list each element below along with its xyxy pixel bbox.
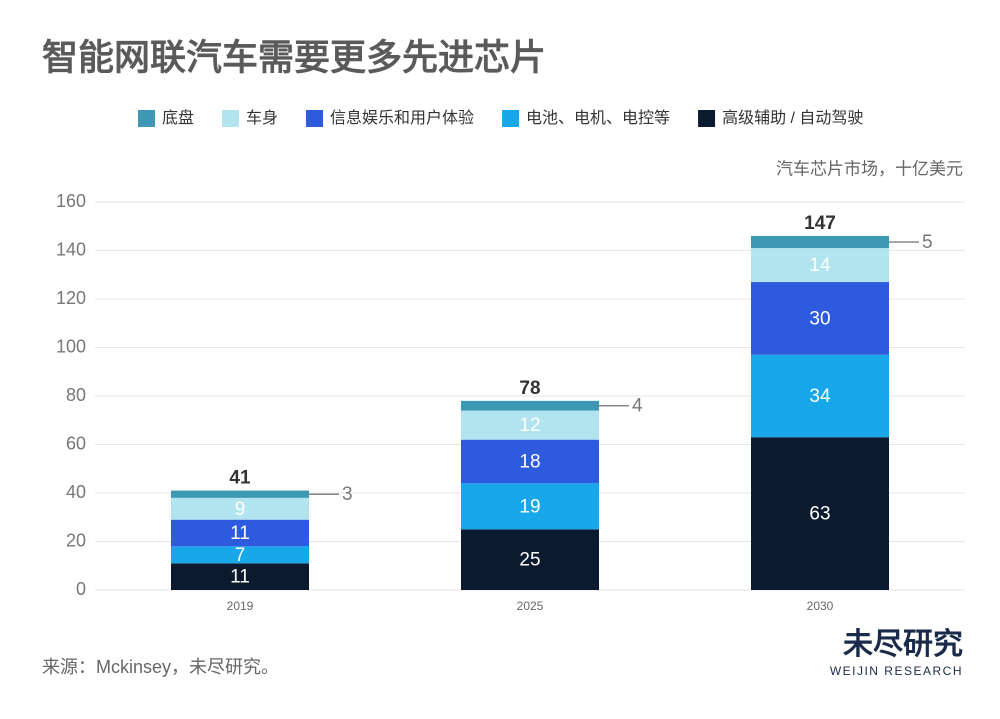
x-tick-label: 2019 bbox=[227, 599, 254, 613]
legend-label: 底盘 bbox=[162, 108, 194, 127]
data-label: 4 bbox=[632, 396, 643, 417]
data-label: 18 bbox=[519, 451, 540, 472]
legend-swatch bbox=[222, 110, 240, 127]
y-tick-label: 80 bbox=[66, 385, 86, 405]
y-tick-label: 0 bbox=[76, 579, 86, 599]
bar-segment bbox=[461, 483, 599, 530]
x-tick-label: 2030 bbox=[807, 599, 834, 613]
total-label: 78 bbox=[519, 378, 540, 399]
y-tick-label: 100 bbox=[56, 336, 86, 356]
y-tick-label: 160 bbox=[56, 191, 86, 211]
legend-swatch bbox=[306, 110, 324, 127]
data-label: 30 bbox=[809, 308, 830, 329]
bar-segment bbox=[751, 437, 889, 590]
legend-swatch bbox=[138, 110, 155, 127]
y-tick-label: 20 bbox=[66, 530, 86, 550]
data-label: 14 bbox=[809, 255, 831, 276]
bar-segment bbox=[461, 410, 599, 440]
data-label: 5 bbox=[922, 232, 933, 253]
data-label: 12 bbox=[519, 415, 540, 436]
bar-segment bbox=[171, 490, 309, 498]
data-label: 11 bbox=[230, 523, 250, 544]
legend-swatch bbox=[502, 110, 520, 127]
data-label: 34 bbox=[809, 386, 831, 407]
y-tick-label: 120 bbox=[56, 288, 86, 308]
data-label: 3 bbox=[342, 484, 353, 505]
data-label: 11 bbox=[230, 567, 250, 588]
bar-segment bbox=[751, 248, 889, 283]
data-label: 63 bbox=[809, 504, 830, 525]
chart-title: 智能网联汽车需要更多先进芯片 bbox=[42, 37, 546, 78]
legend-label: 电池、电机、电控等 bbox=[526, 109, 670, 127]
total-label: 147 bbox=[804, 213, 836, 234]
data-label: 25 bbox=[519, 550, 540, 571]
y-tick-label: 40 bbox=[66, 482, 86, 502]
legend-label: 高级辅助 / 自动驾驶 bbox=[722, 109, 863, 127]
data-label: 19 bbox=[519, 496, 540, 517]
bar-segment bbox=[171, 497, 309, 520]
y-tick-label: 140 bbox=[56, 239, 86, 259]
total-label: 41 bbox=[229, 468, 251, 489]
legend-label: 车身 bbox=[246, 109, 278, 127]
bar-segment bbox=[171, 563, 309, 590]
bar-segment bbox=[461, 400, 599, 411]
legend-label: 信息娱乐和用户体验 bbox=[330, 109, 474, 127]
bar-segment bbox=[171, 546, 309, 564]
bar-segment bbox=[751, 235, 889, 249]
logo: 未尽研究 bbox=[843, 627, 963, 661]
bar-segment bbox=[751, 282, 889, 355]
bar-segment bbox=[171, 519, 309, 547]
legend-swatch bbox=[698, 110, 716, 127]
bar-segment bbox=[461, 529, 599, 590]
bar-segment bbox=[751, 354, 889, 438]
data-label: 7 bbox=[235, 545, 246, 566]
x-tick-label: 2025 bbox=[517, 599, 544, 613]
logo-subtitle: WEIJIN RESEARCH bbox=[830, 664, 963, 678]
axis-unit: 汽车芯片市场，十亿美元 bbox=[776, 159, 963, 178]
data-label: 9 bbox=[235, 499, 246, 520]
y-tick-label: 60 bbox=[66, 433, 86, 453]
bar-segment bbox=[461, 439, 599, 484]
source: 来源：Mckinsey，未尽研究。 bbox=[42, 657, 279, 677]
